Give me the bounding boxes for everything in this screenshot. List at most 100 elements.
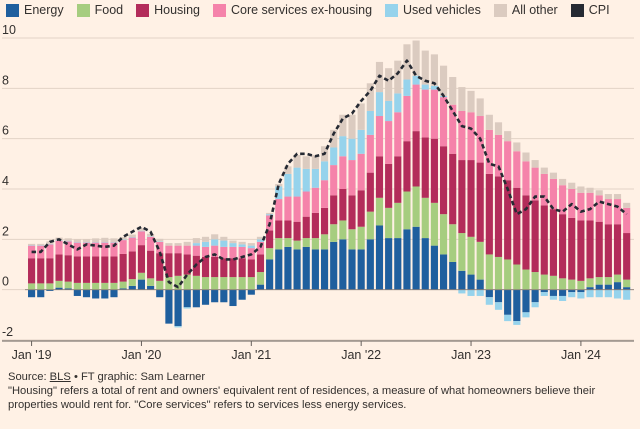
bar-energy — [458, 270, 466, 290]
bar-food — [375, 197, 384, 226]
bar-housing — [92, 256, 100, 283]
bar-housing — [147, 250, 155, 279]
bar-energy — [147, 285, 155, 290]
bar-food — [220, 277, 228, 290]
bar-core-services-ex-housing — [330, 165, 338, 196]
bar-food — [201, 277, 210, 290]
bar-housing — [101, 256, 109, 283]
bar-housing — [394, 156, 402, 203]
bar-used-vehicles — [494, 302, 503, 310]
bar-food — [595, 277, 603, 285]
bar-energy — [430, 245, 438, 290]
bar-used-vehicles — [73, 242, 81, 243]
bar-housing — [284, 220, 292, 239]
bar-energy — [421, 238, 429, 290]
graphic-credit: • FT graphic: Sam Learner — [73, 371, 206, 383]
bar-energy — [403, 229, 411, 290]
bar-all-other — [357, 103, 365, 130]
bar-all-other — [284, 166, 292, 174]
bar-core-services-ex-housing — [430, 89, 438, 139]
source-link[interactable]: BLS — [49, 371, 71, 383]
x-tick-label: Jan '20 — [121, 348, 161, 362]
bar-energy — [513, 289, 521, 322]
bar-housing — [73, 256, 81, 283]
bar-food — [430, 202, 438, 246]
bar-core-services-ex-housing — [311, 187, 319, 213]
y-tick-label: 0 — [2, 275, 9, 289]
bar-all-other — [513, 142, 521, 152]
bar-food — [458, 233, 466, 271]
bar-energy — [211, 289, 219, 303]
bar-all-other — [311, 155, 319, 169]
bar-all-other — [485, 114, 493, 130]
bar-food — [55, 280, 63, 288]
bar-housing — [485, 173, 493, 255]
bar-all-other — [330, 129, 338, 148]
bar-core-services-ex-housing — [522, 161, 530, 196]
legend-item-all-other: All other — [493, 3, 558, 17]
bar-food — [275, 238, 283, 250]
bar-food — [64, 281, 72, 289]
bar-used-vehicles — [247, 245, 255, 249]
bar-used-vehicles — [366, 110, 374, 135]
bar-all-other — [156, 238, 164, 242]
bar-housing — [430, 138, 438, 203]
bar-housing — [201, 256, 210, 278]
bar-housing — [449, 153, 457, 225]
bar-used-vehicles — [119, 239, 127, 241]
bar-housing — [55, 254, 63, 281]
bar-energy — [549, 289, 557, 296]
y-tick-label: 8 — [2, 73, 9, 87]
bar-all-other — [467, 90, 475, 113]
bar-core-services-ex-housing — [531, 167, 539, 201]
bar-all-other — [531, 160, 539, 168]
bar-used-vehicles — [64, 240, 72, 242]
bar-energy — [485, 289, 493, 298]
bar-energy — [275, 249, 283, 290]
bar-housing — [385, 163, 393, 208]
bar-all-other — [293, 155, 301, 168]
bar-energy — [330, 241, 338, 290]
bar-used-vehicles — [128, 237, 136, 238]
bar-housing — [119, 253, 127, 282]
bar-food — [613, 274, 622, 283]
bar-housing — [28, 258, 36, 284]
bar-all-other — [201, 236, 210, 242]
bar-energy — [82, 289, 91, 298]
bar-core-services-ex-housing — [302, 191, 310, 217]
bar-food — [385, 207, 393, 239]
bar-energy — [46, 289, 54, 291]
bar-all-other — [64, 238, 72, 241]
bar-used-vehicles — [266, 214, 274, 216]
bar-core-services-ex-housing — [366, 134, 374, 173]
legend-label-core-services-ex-housing: Core services ex-housing — [230, 3, 373, 17]
bar-core-services-ex-housing — [613, 199, 622, 225]
bar-all-other — [266, 212, 274, 215]
bar-energy — [55, 287, 63, 290]
bar-energy — [220, 289, 228, 303]
bar-core-services-ex-housing — [467, 112, 475, 161]
legend-item-core-services-ex-housing: Core services ex-housing — [212, 3, 373, 17]
bar-all-other — [623, 202, 631, 208]
bar-energy — [192, 289, 200, 308]
bar-food — [549, 275, 557, 290]
bar-energy — [156, 289, 164, 298]
bar-housing — [357, 190, 365, 227]
bar-housing — [458, 160, 466, 234]
y-tick-label: 2 — [2, 224, 9, 238]
x-tick-label: Jan '19 — [12, 348, 52, 362]
bar-energy — [293, 249, 301, 290]
bar-used-vehicles — [220, 240, 228, 247]
bar-food — [192, 275, 200, 290]
legend-label-cpi: CPI — [588, 3, 610, 17]
bar-energy — [531, 289, 539, 303]
bar-energy — [348, 249, 356, 290]
bar-core-services-ex-housing — [559, 185, 567, 215]
bar-core-services-ex-housing — [586, 192, 594, 221]
bar-used-vehicles — [504, 314, 512, 322]
bar-food — [577, 280, 585, 290]
bar-housing — [110, 256, 118, 283]
bar-food — [73, 282, 81, 290]
bar-all-other — [549, 172, 557, 179]
bar-food — [586, 278, 594, 288]
